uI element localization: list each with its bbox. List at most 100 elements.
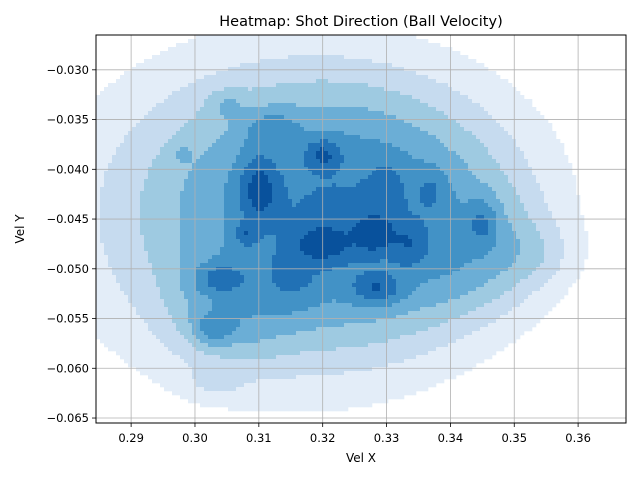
density-cell — [348, 111, 353, 116]
density-cell — [400, 219, 405, 224]
density-cell — [312, 107, 317, 112]
density-cell — [444, 115, 449, 120]
density-cell — [236, 59, 241, 64]
density-cell — [108, 111, 113, 116]
density-cell — [380, 199, 385, 204]
density-cell — [432, 91, 437, 96]
density-cell — [312, 195, 317, 200]
density-cell — [444, 119, 449, 124]
density-cell — [452, 171, 457, 176]
density-cell — [128, 175, 133, 180]
density-cell — [100, 123, 105, 128]
density-cell — [348, 191, 353, 196]
density-cell — [476, 123, 481, 128]
density-cell — [316, 79, 321, 84]
density-cell — [324, 71, 329, 76]
density-cell — [372, 63, 377, 68]
density-cell — [440, 119, 445, 124]
density-cell — [220, 75, 225, 80]
density-cell — [480, 131, 485, 136]
density-cell — [220, 199, 225, 204]
density-cell — [288, 39, 293, 44]
density-cell — [104, 207, 109, 212]
density-cell — [232, 143, 237, 148]
density-cell — [340, 79, 345, 84]
density-cell — [256, 215, 261, 220]
density-cell — [492, 95, 497, 100]
density-cell — [396, 99, 401, 104]
density-cell — [208, 63, 213, 68]
density-cell — [224, 215, 229, 220]
density-cell — [228, 71, 233, 76]
density-cell — [456, 95, 461, 100]
density-cell — [100, 143, 105, 148]
density-cell — [388, 107, 393, 112]
density-cell — [164, 179, 169, 184]
density-cell — [304, 43, 309, 48]
density-cell — [168, 111, 173, 116]
density-cell — [456, 51, 461, 56]
density-cell — [508, 211, 513, 216]
density-cell — [200, 151, 205, 156]
density-cell — [156, 155, 161, 160]
density-cell — [532, 199, 537, 204]
density-cell — [272, 187, 277, 192]
density-cell — [472, 71, 477, 76]
density-cell — [188, 211, 193, 216]
density-cell — [428, 219, 433, 224]
density-cell — [124, 175, 129, 180]
density-cell — [392, 51, 397, 56]
density-cell — [392, 151, 397, 156]
density-cell — [248, 151, 253, 156]
density-cell — [420, 219, 425, 224]
density-cell — [192, 63, 197, 68]
density-cell — [220, 191, 225, 196]
density-cell — [256, 191, 261, 196]
density-cell — [320, 147, 325, 152]
density-cell — [160, 111, 165, 116]
density-cell — [300, 215, 305, 220]
density-cell — [280, 143, 285, 148]
density-cell — [540, 171, 545, 176]
density-cell — [532, 151, 537, 156]
density-cell — [276, 91, 281, 96]
density-cell — [348, 43, 353, 48]
density-cell — [304, 143, 309, 148]
density-cell — [336, 115, 341, 120]
density-cell — [444, 219, 449, 224]
density-cell — [304, 191, 309, 196]
density-cell — [472, 147, 477, 152]
density-cell — [496, 87, 501, 92]
density-cell — [484, 131, 489, 136]
density-cell — [360, 187, 365, 192]
density-cell — [128, 83, 133, 88]
density-cell — [160, 195, 165, 200]
density-cell — [428, 187, 433, 192]
density-cell — [288, 215, 293, 220]
density-cell — [220, 67, 225, 72]
density-cell — [380, 63, 385, 68]
density-cell — [184, 95, 189, 100]
density-cell — [220, 91, 225, 96]
density-cell — [460, 203, 465, 208]
density-cell — [528, 107, 533, 112]
density-cell — [552, 175, 557, 180]
density-cell — [300, 75, 305, 80]
density-cell — [336, 135, 341, 140]
density-cell — [176, 207, 181, 212]
density-cell — [188, 147, 193, 152]
density-cell — [188, 95, 193, 100]
density-cell — [272, 155, 277, 160]
density-cell — [128, 155, 133, 160]
density-cell — [204, 119, 209, 124]
density-cell — [344, 43, 349, 48]
density-cell — [172, 155, 177, 160]
density-cell — [336, 95, 341, 100]
density-cell — [184, 99, 189, 104]
density-cell — [444, 203, 449, 208]
density-cell — [360, 63, 365, 68]
density-cell — [140, 127, 145, 132]
density-cell — [468, 123, 473, 128]
density-cell — [320, 51, 325, 56]
density-cell — [108, 195, 113, 200]
